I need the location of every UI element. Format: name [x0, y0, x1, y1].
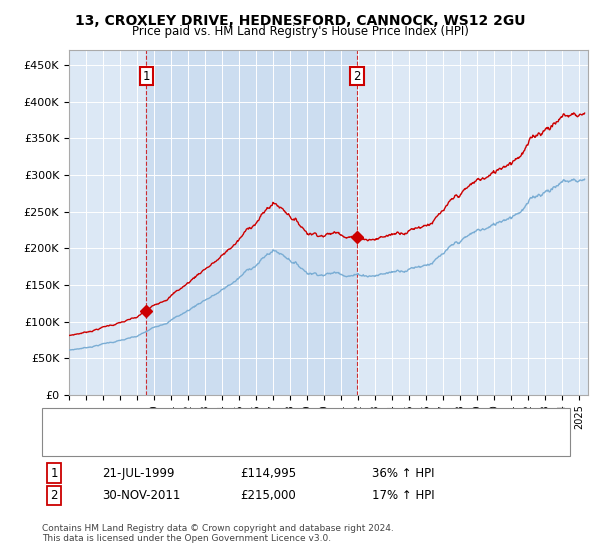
Text: 36% ↑ HPI: 36% ↑ HPI [372, 466, 434, 480]
Bar [146, 50, 357, 395]
Text: 1: 1 [50, 466, 58, 480]
Text: 2: 2 [50, 489, 58, 502]
Text: Price paid vs. HM Land Registry's House Price Index (HPI): Price paid vs. HM Land Registry's House … [131, 25, 469, 38]
Text: £215,000: £215,000 [240, 489, 296, 502]
Text: 2: 2 [353, 69, 361, 82]
Text: Contains HM Land Registry data © Crown copyright and database right 2024.
This d: Contains HM Land Registry data © Crown c… [42, 524, 394, 543]
Text: 1: 1 [143, 69, 150, 82]
Text: 30-NOV-2011: 30-NOV-2011 [102, 489, 181, 502]
Text: 17% ↑ HPI: 17% ↑ HPI [372, 489, 434, 502]
Text: 13, CROXLEY DRIVE, HEDNESFORD, CANNOCK, WS12 2GU: 13, CROXLEY DRIVE, HEDNESFORD, CANNOCK, … [75, 14, 525, 28]
Text: 21-JUL-1999: 21-JUL-1999 [102, 466, 175, 480]
Text: 13, CROXLEY DRIVE, HEDNESFORD, CANNOCK, WS12 2GU (detached house): 13, CROXLEY DRIVE, HEDNESFORD, CANNOCK, … [90, 416, 508, 426]
Text: £114,995: £114,995 [240, 466, 296, 480]
Text: HPI: Average price, detached house, Cannock Chase: HPI: Average price, detached house, Cann… [90, 437, 377, 447]
